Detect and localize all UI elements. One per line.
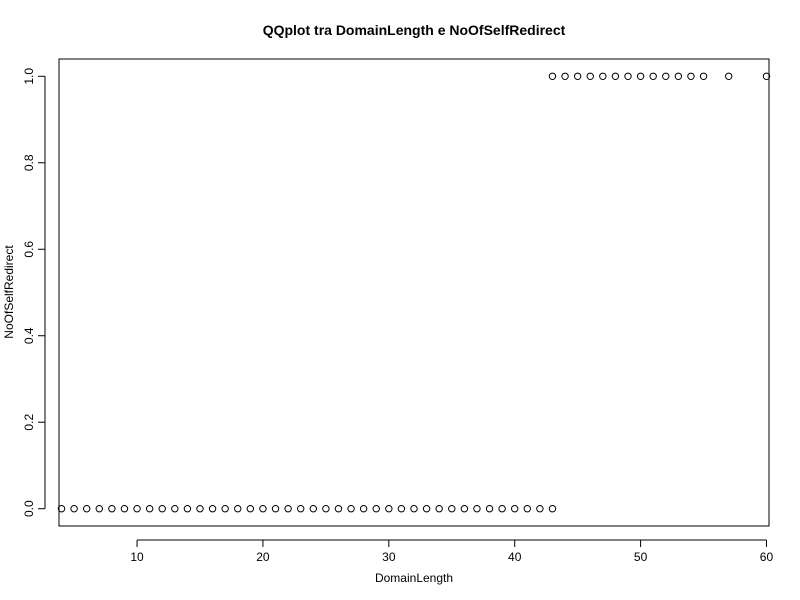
data-point [271,505,280,513]
data-point [561,72,569,80]
y-tick-label: 0.8 [22,154,36,171]
data-point [284,505,292,513]
data-point [699,72,708,80]
data-point [359,505,368,513]
data-point [70,505,78,513]
data-point [485,505,494,513]
data-point [322,505,330,513]
data-point [385,505,393,513]
data-point [120,505,129,513]
data-point [145,505,154,513]
data-point [599,72,607,80]
data-point [297,505,305,513]
data-point [649,72,657,80]
data-point [171,505,179,513]
x-tick-label: 30 [382,550,396,564]
data-point [208,505,217,513]
data-point [536,505,544,513]
data-point [133,505,141,513]
data-point [95,505,103,513]
data-point [347,505,355,513]
data-point [611,72,620,80]
data-point [183,505,192,513]
data-point [108,505,116,513]
x-tick-label: 60 [760,550,774,564]
data-point [309,505,317,513]
data-point [586,72,594,80]
data-point [221,505,229,513]
y-tick-label: 0.0 [22,500,36,517]
data-point [624,72,632,80]
data-points [57,72,771,513]
data-point [196,505,204,513]
data-point [422,505,431,513]
y-tick-label: 0.2 [22,414,36,431]
data-point [498,505,506,513]
data-point [410,505,418,513]
data-point [523,505,531,513]
x-tick-label: 20 [256,550,270,564]
data-point [234,505,242,513]
data-point [82,505,91,513]
data-point [259,505,267,513]
data-point [511,505,519,513]
data-point [548,505,557,513]
x-tick-label: 10 [130,550,144,564]
x-axis-label: DomainLength [375,571,453,585]
chart-title: QQplot tra DomainLength e NoOfSelfRedire… [263,22,566,38]
data-point [725,72,733,80]
y-tick-label: 0.6 [22,241,36,258]
x-axis: 10 20 30 40 50 60 [130,539,774,564]
data-point [674,72,683,80]
plot-frame [58,58,770,527]
x-tick-label: 50 [634,550,648,564]
data-point [762,72,771,80]
data-point [460,505,469,513]
data-point [397,505,406,513]
y-axis-label: NoOfSelfRedirect [2,245,16,339]
y-tick-label: 1.0 [22,68,36,85]
y-tick-label: 0.4 [22,327,36,344]
data-point [687,72,695,80]
data-point [473,505,481,513]
x-tick-label: 40 [508,550,522,564]
data-point [636,72,645,80]
data-point [158,505,166,513]
data-point [448,505,456,513]
data-point [573,72,582,80]
data-point [334,505,343,513]
data-point [435,505,443,513]
data-point [372,505,380,513]
y-axis: 0.0 0.2 0.4 0.6 0.8 1.0 [22,68,46,517]
data-point [246,505,255,513]
data-point [662,72,670,80]
data-point [57,505,66,513]
data-point [548,72,557,80]
